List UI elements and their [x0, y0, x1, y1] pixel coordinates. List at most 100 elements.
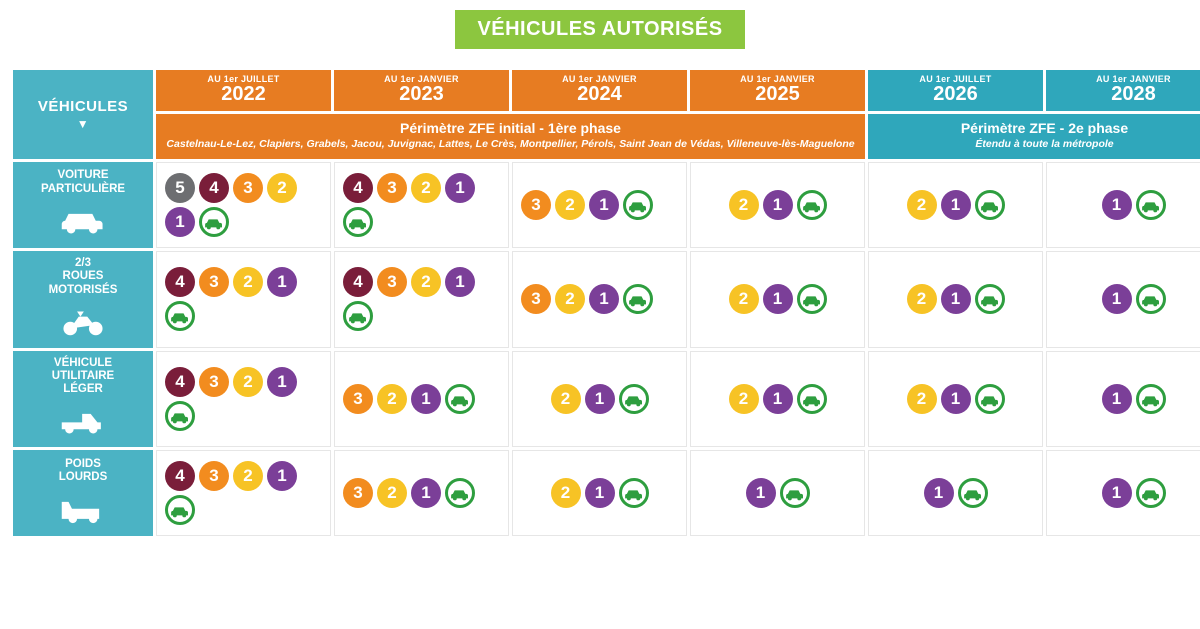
badge-group: 21	[525, 478, 675, 508]
badge-group: 4321	[343, 267, 493, 331]
critair-badge-1: 1	[941, 284, 971, 314]
date-column-header: AU 1er JANVIER2023	[334, 70, 509, 111]
vehicles-table: VÉHICULES▼AU 1er JUILLET2022AU 1er JANVI…	[10, 67, 1200, 539]
badge-group: 321	[343, 384, 493, 414]
critair-badge-4: 4	[165, 461, 195, 491]
date-year: 2023	[336, 84, 507, 105]
critair-badge-1: 1	[165, 207, 195, 237]
badge-group: 54321	[165, 173, 315, 237]
date-column-header: AU 1er JANVIER2028	[1046, 70, 1200, 111]
critair-badge-2: 2	[907, 284, 937, 314]
badge-group: 21	[703, 384, 853, 414]
badge-cell: 21	[690, 162, 865, 248]
critair-badge-1: 1	[267, 461, 297, 491]
badge-cell: 4321	[334, 251, 509, 348]
critair-badge-2: 2	[233, 367, 263, 397]
badge-cell: 1	[690, 450, 865, 536]
badge-cell: 1	[1046, 351, 1200, 448]
critair-badge-ev	[780, 478, 810, 508]
critair-badge-2: 2	[555, 284, 585, 314]
critair-badge-ev	[165, 401, 195, 431]
badge-cell: 21	[868, 351, 1043, 448]
critair-badge-ev	[445, 478, 475, 508]
phase-title: Périmètre ZFE - 2e phase	[872, 120, 1200, 136]
badge-group: 321	[521, 284, 671, 314]
date-year: 2022	[158, 84, 329, 105]
critair-badge-2: 2	[377, 478, 407, 508]
critair-badge-1: 1	[746, 478, 776, 508]
critair-badge-ev	[1136, 190, 1166, 220]
critair-badge-2: 2	[555, 190, 585, 220]
critair-badge-1: 1	[763, 384, 793, 414]
phase-1-header: Périmètre ZFE initial - 1ère phaseCastel…	[156, 114, 865, 159]
date-column-header: AU 1er JANVIER2025	[690, 70, 865, 111]
badge-group: 321	[521, 190, 671, 220]
date-year: 2025	[692, 84, 863, 105]
critair-badge-ev	[199, 207, 229, 237]
badge-group: 1	[881, 478, 1031, 508]
date-column-header: AU 1er JUILLET2022	[156, 70, 331, 111]
vehicle-row-label: VÉHICULEUTILITAIRELÉGER	[17, 357, 149, 397]
critair-badge-4: 4	[165, 367, 195, 397]
badge-cell: 1	[1046, 450, 1200, 536]
vehicle-row-header: VOITUREPARTICULIÈRE	[13, 162, 153, 248]
badge-cell: 4321	[334, 162, 509, 248]
page-title-banner: VÉHICULES AUTORISÉS	[455, 10, 744, 49]
badge-cell: 321	[512, 162, 687, 248]
badge-group: 21	[881, 384, 1031, 414]
table-body: VOITUREPARTICULIÈRE543214321321212112/3R…	[13, 162, 1200, 536]
critair-badge-1: 1	[411, 384, 441, 414]
badge-cell: 321	[334, 351, 509, 448]
moto-icon	[17, 303, 149, 342]
critair-badge-2: 2	[551, 478, 581, 508]
critair-badge-1: 1	[267, 267, 297, 297]
critair-badge-ev	[623, 284, 653, 314]
phase-2-header: Périmètre ZFE - 2e phaseÉtendu à toute l…	[868, 114, 1200, 159]
table-head: VÉHICULES▼AU 1er JUILLET2022AU 1er JANVI…	[13, 70, 1200, 159]
badge-group: 21	[703, 284, 853, 314]
critair-badge-ev	[165, 495, 195, 525]
badge-group: 4321	[343, 173, 493, 237]
badge-group: 1	[1059, 284, 1200, 314]
badge-cell: 4321	[156, 251, 331, 348]
page-title: VÉHICULES AUTORISÉS	[477, 18, 722, 40]
date-year: 2026	[870, 84, 1041, 105]
badge-group: 1	[1059, 478, 1200, 508]
badge-cell: 21	[512, 351, 687, 448]
critair-badge-3: 3	[521, 284, 551, 314]
badge-group: 21	[525, 384, 675, 414]
critair-badge-ev	[1136, 478, 1166, 508]
critair-badge-3: 3	[233, 173, 263, 203]
critair-badge-1: 1	[585, 384, 615, 414]
badge-cell: 4321	[156, 450, 331, 536]
critair-badge-1: 1	[585, 478, 615, 508]
critair-badge-3: 3	[377, 267, 407, 297]
vehicles-column-header: VÉHICULES▼	[13, 70, 153, 159]
critair-badge-4: 4	[165, 267, 195, 297]
critair-badge-1: 1	[1102, 284, 1132, 314]
critair-badge-1: 1	[941, 190, 971, 220]
critair-badge-3: 3	[199, 461, 229, 491]
table-row: POIDSLOURDS432132121111	[13, 450, 1200, 536]
badge-group: 1	[1059, 190, 1200, 220]
badge-group: 4321	[165, 267, 315, 331]
vehicle-row-label: 2/3ROUESMOTORISÉS	[17, 257, 149, 297]
chevron-down-icon: ▼	[17, 117, 149, 131]
critair-badge-3: 3	[377, 173, 407, 203]
badge-cell: 21	[512, 450, 687, 536]
critair-badge-2: 2	[907, 384, 937, 414]
vehicle-row-header: VÉHICULEUTILITAIRELÉGER	[13, 351, 153, 448]
critair-badge-ev	[619, 384, 649, 414]
car-icon	[17, 202, 149, 241]
critair-badge-5: 5	[165, 173, 195, 203]
critair-badge-ev	[1136, 284, 1166, 314]
critair-badge-1: 1	[1102, 384, 1132, 414]
table-row: VÉHICULEUTILITAIRELÉGER43213212121211	[13, 351, 1200, 448]
critair-badge-1: 1	[1102, 478, 1132, 508]
badge-group: 1	[703, 478, 853, 508]
critair-badge-1: 1	[589, 190, 619, 220]
critair-badge-1: 1	[267, 367, 297, 397]
critair-badge-4: 4	[199, 173, 229, 203]
badge-cell: 21	[868, 251, 1043, 348]
badge-cell: 21	[690, 351, 865, 448]
